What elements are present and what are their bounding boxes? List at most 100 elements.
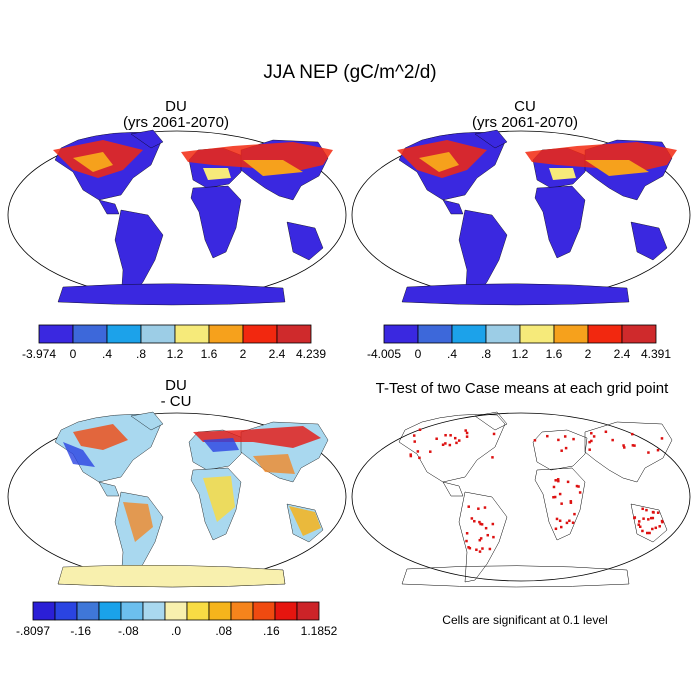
colorbar-box — [54, 601, 78, 621]
significant-cell — [557, 438, 560, 442]
significant-cell — [631, 432, 634, 436]
significant-cell — [651, 516, 655, 520]
colorbar-label: 2 — [585, 347, 592, 361]
colorbar-label: 1.1852 — [301, 624, 338, 638]
significant-cell — [638, 525, 642, 528]
significant-cell — [575, 484, 579, 488]
significant-cell — [449, 434, 452, 437]
panel-ttest-title: T-Test of two Case means at each grid po… — [352, 381, 692, 397]
significant-cell — [492, 432, 496, 436]
significant-cell — [565, 521, 569, 525]
panel-cu-map — [351, 129, 691, 306]
significant-cell — [572, 437, 575, 441]
significant-cell — [577, 485, 580, 488]
colorbar-box — [274, 601, 298, 621]
colorbar-box — [242, 324, 278, 344]
colorbar-box — [32, 601, 56, 621]
significant-cell — [566, 480, 570, 484]
significance-note: Cells are significant at 0.1 level — [442, 613, 608, 627]
colorbar-box — [296, 601, 320, 621]
significant-cell — [553, 495, 557, 499]
colorbar-box — [417, 324, 453, 344]
significant-cell — [633, 516, 636, 520]
significant-cell — [444, 442, 447, 445]
significant-cell — [465, 431, 469, 435]
significant-cell — [645, 508, 648, 512]
colorbar-box — [72, 324, 108, 344]
significant-cell — [560, 502, 563, 505]
colorbar-box — [276, 324, 312, 344]
significant-cell — [477, 507, 480, 510]
significant-cell — [478, 538, 482, 542]
significant-cell — [623, 446, 626, 449]
significant-cell — [571, 521, 575, 524]
significant-cell — [479, 537, 483, 540]
significant-cell — [480, 523, 484, 526]
colorbar-box — [383, 324, 419, 344]
panel-cu-title-line2: (yrs 2061-2070) — [472, 114, 578, 131]
significant-cell — [491, 456, 494, 459]
colorbar-box — [76, 601, 100, 621]
colorbar-label: 4.391 — [641, 347, 671, 361]
colorbar-label: 4.239 — [296, 347, 326, 361]
significant-cell — [465, 539, 468, 543]
significant-cell — [555, 517, 559, 521]
significant-cell — [560, 525, 563, 529]
colorbar-label: -.8097 — [16, 624, 50, 638]
significant-cell — [637, 523, 641, 526]
significant-cell — [557, 479, 560, 483]
colorbar-label: -3.974 — [22, 347, 56, 361]
panel-du-map — [7, 129, 347, 306]
significant-cell — [558, 519, 562, 523]
significant-cell — [478, 550, 482, 553]
significant-cell — [453, 436, 457, 440]
colorbar-label: .0 — [171, 624, 181, 638]
significant-cell — [416, 450, 420, 453]
significant-cell — [465, 532, 469, 535]
colorbar-label: .8 — [481, 347, 491, 361]
significant-cell — [611, 438, 614, 442]
significant-cell — [478, 520, 481, 524]
significant-cell — [578, 491, 582, 494]
significant-cell — [590, 431, 593, 435]
colorbar-label: 1.6 — [201, 347, 218, 361]
colorbar-box — [208, 601, 232, 621]
significant-cell — [412, 434, 416, 437]
colorbar-box — [587, 324, 623, 344]
significant-cell — [651, 527, 654, 531]
significant-cell — [569, 500, 573, 503]
colorbar-box — [164, 601, 188, 621]
colorbar-box — [140, 324, 176, 344]
colorbar-box — [186, 601, 210, 621]
significant-cell — [429, 450, 432, 453]
colorbar-box — [230, 601, 254, 621]
colorbar-label: .08 — [215, 624, 232, 638]
significant-cell — [641, 507, 644, 511]
significant-cell — [552, 485, 556, 489]
significant-cell — [660, 519, 664, 523]
colorbar-label: .16 — [263, 624, 280, 638]
significant-cell — [573, 512, 576, 516]
map-boundary — [351, 412, 691, 582]
significant-cell — [564, 446, 568, 450]
colorbar-label: 2.4 — [269, 347, 286, 361]
panel-diff-title-line2: - CU — [160, 393, 192, 410]
colorbar-label: -4.005 — [367, 347, 401, 361]
panel-ttest-title-line1: T-Test of two Case means at each grid po… — [375, 380, 669, 397]
colorbar-box — [174, 324, 210, 344]
significant-cell — [633, 444, 636, 447]
significant-cell — [435, 437, 438, 441]
significant-cell — [660, 437, 664, 440]
colorbar-box — [142, 601, 166, 621]
significant-cell — [464, 429, 467, 432]
colorbar-label: 0 — [415, 347, 422, 361]
significant-cell — [470, 517, 474, 520]
significant-cell — [554, 479, 557, 482]
significant-cell — [656, 511, 660, 514]
significant-cell — [647, 451, 650, 454]
panel-du-title-line1: DU — [165, 98, 187, 115]
significant-cell — [418, 428, 422, 432]
significant-cell — [484, 526, 488, 530]
significant-cell — [481, 547, 484, 550]
